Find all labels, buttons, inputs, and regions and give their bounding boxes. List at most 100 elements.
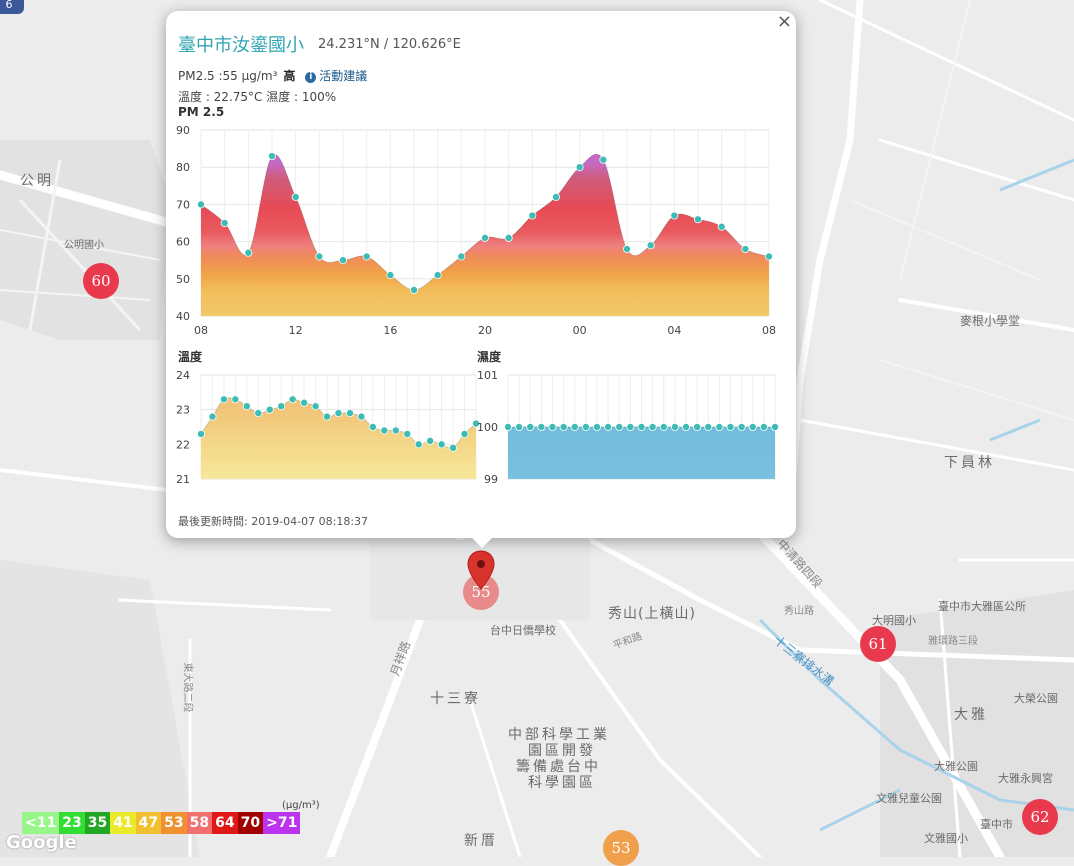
data-point[interactable] — [334, 409, 343, 418]
data-point[interactable] — [457, 252, 466, 261]
data-point[interactable] — [622, 245, 631, 254]
data-point[interactable] — [759, 423, 768, 432]
humidity-chart[interactable]: 99 100 101 — [466, 366, 786, 491]
google-logo: Google — [6, 832, 77, 853]
data-point[interactable] — [570, 423, 579, 432]
data-point[interactable] — [311, 402, 320, 411]
data-point[interactable] — [220, 219, 229, 228]
data-point[interactable] — [433, 271, 442, 280]
data-point[interactable] — [551, 192, 560, 201]
data-point[interactable] — [242, 402, 251, 411]
data-point[interactable] — [615, 423, 624, 432]
data-point[interactable] — [681, 423, 690, 432]
data-point[interactable] — [196, 429, 205, 438]
data-point[interactable] — [559, 423, 568, 432]
location-pin-icon[interactable] — [467, 550, 495, 590]
last-updated: 最後更新時間: 2019-04-07 08:18:37 — [178, 515, 369, 528]
data-point[interactable] — [726, 423, 735, 432]
legend-item: 53 — [161, 812, 187, 834]
data-point[interactable] — [717, 222, 726, 231]
data-point[interactable] — [338, 256, 347, 265]
pm25-chart[interactable]: 40 50 60 70 80 90 08 12 16 20 00 04 08 — [166, 121, 786, 346]
data-point[interactable] — [646, 241, 655, 250]
x-tick-label: 08 — [762, 324, 776, 337]
data-point[interactable] — [386, 271, 395, 280]
data-point[interactable] — [362, 252, 371, 261]
data-point[interactable] — [426, 436, 435, 445]
y-tick-label: 21 — [176, 473, 190, 486]
data-point[interactable] — [437, 440, 446, 449]
data-point[interactable] — [637, 423, 646, 432]
data-point[interactable] — [414, 440, 423, 449]
data-point[interactable] — [471, 419, 480, 428]
data-point[interactable] — [694, 215, 703, 224]
data-point[interactable] — [593, 423, 602, 432]
data-point[interactable] — [748, 423, 757, 432]
data-point[interactable] — [693, 423, 702, 432]
data-point[interactable] — [403, 429, 412, 438]
data-point[interactable] — [648, 423, 657, 432]
station-marker[interactable]: 62 — [1022, 799, 1058, 835]
data-point[interactable] — [704, 423, 713, 432]
data-point[interactable] — [504, 423, 513, 432]
data-point[interactable] — [581, 423, 590, 432]
data-point[interactable] — [480, 233, 489, 242]
data-point[interactable] — [504, 233, 513, 242]
data-point[interactable] — [659, 423, 668, 432]
data-point[interactable] — [599, 155, 608, 164]
data-point[interactable] — [208, 412, 217, 421]
activity-advice-link[interactable]: i 活動建議 — [305, 69, 367, 83]
data-point[interactable] — [265, 405, 274, 414]
data-point[interactable] — [526, 423, 535, 432]
data-point[interactable] — [300, 398, 309, 407]
data-point[interactable] — [357, 412, 366, 421]
data-point[interactable] — [670, 423, 679, 432]
data-point[interactable] — [244, 248, 253, 257]
data-point[interactable] — [715, 423, 724, 432]
data-point[interactable] — [323, 412, 332, 421]
data-point[interactable] — [460, 429, 469, 438]
data-point[interactable] — [604, 423, 613, 432]
map-label-maigen: 麥根小學堂 — [960, 314, 1021, 328]
data-point[interactable] — [770, 423, 779, 432]
data-point[interactable] — [231, 395, 240, 404]
station-name[interactable]: 臺中市汝鎏國小 — [178, 35, 304, 56]
station-marker[interactable]: 60 — [83, 263, 119, 299]
data-point[interactable] — [741, 245, 750, 254]
data-point[interactable] — [737, 423, 746, 432]
data-point[interactable] — [254, 409, 263, 418]
data-point[interactable] — [537, 423, 546, 432]
data-point[interactable] — [548, 423, 557, 432]
data-point[interactable] — [291, 192, 300, 201]
data-point[interactable] — [626, 423, 635, 432]
data-point[interactable] — [528, 211, 537, 220]
data-point[interactable] — [380, 426, 389, 435]
data-point[interactable] — [449, 443, 458, 452]
data-point[interactable] — [368, 423, 377, 432]
y-tick-label: 40 — [176, 310, 190, 323]
data-point[interactable] — [670, 211, 679, 220]
map-label-yongxing: 大雅永興宮 — [998, 772, 1053, 785]
map-label-daming-school: 大明國小 — [872, 614, 916, 627]
data-point[interactable] — [277, 402, 286, 411]
legend-item: 35 — [84, 812, 111, 834]
data-point[interactable] — [196, 200, 205, 209]
data-point[interactable] — [515, 423, 524, 432]
x-tick-label: 16 — [383, 324, 397, 337]
data-point[interactable] — [575, 163, 584, 172]
data-point[interactable] — [409, 285, 418, 294]
temperature-chart[interactable]: 21 22 23 24 — [166, 366, 481, 491]
close-button[interactable]: × — [776, 11, 792, 32]
data-point[interactable] — [219, 395, 228, 404]
data-point[interactable] — [268, 152, 277, 161]
corner-badge[interactable]: 6 — [0, 0, 24, 14]
data-point[interactable] — [315, 252, 324, 261]
station-marker[interactable]: 61 — [860, 626, 896, 662]
map-label-science-park-3: 籌備處台中 — [516, 759, 601, 775]
data-point[interactable] — [345, 409, 354, 418]
temperature-chart-title: 溫度 — [178, 350, 203, 364]
data-point[interactable] — [391, 426, 400, 435]
data-point[interactable] — [765, 252, 774, 261]
data-point[interactable] — [288, 395, 297, 404]
station-marker[interactable]: 53 — [603, 830, 639, 866]
